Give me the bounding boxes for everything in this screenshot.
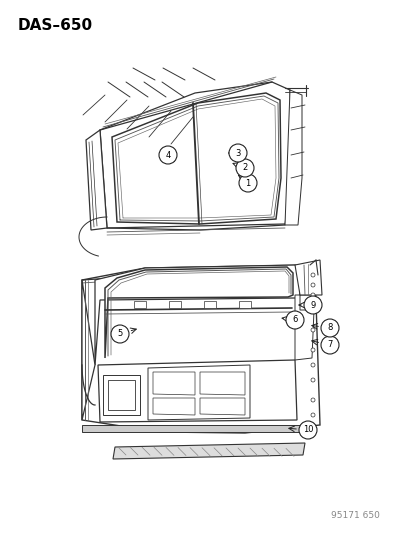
Polygon shape (153, 372, 195, 395)
Polygon shape (82, 280, 95, 420)
Polygon shape (199, 398, 244, 415)
Polygon shape (284, 90, 301, 225)
Polygon shape (82, 265, 319, 433)
Text: 4: 4 (165, 150, 170, 159)
Circle shape (310, 328, 314, 332)
Polygon shape (98, 360, 296, 422)
Text: 2: 2 (242, 164, 247, 173)
Circle shape (310, 413, 314, 417)
Polygon shape (299, 267, 309, 295)
Text: 8: 8 (327, 324, 332, 333)
Text: 1: 1 (245, 179, 250, 188)
Polygon shape (82, 425, 314, 432)
Circle shape (320, 319, 338, 337)
Circle shape (238, 174, 256, 192)
Circle shape (310, 348, 314, 352)
Circle shape (235, 159, 254, 177)
Text: 9: 9 (310, 301, 315, 310)
Circle shape (159, 146, 177, 164)
Bar (238, 301, 250, 308)
Text: 5: 5 (117, 329, 122, 338)
Bar (169, 301, 180, 308)
Polygon shape (113, 443, 304, 459)
Polygon shape (105, 267, 292, 358)
Circle shape (111, 325, 129, 343)
Polygon shape (108, 380, 135, 410)
Polygon shape (86, 130, 107, 230)
Circle shape (285, 311, 303, 329)
Circle shape (310, 308, 314, 312)
Circle shape (310, 293, 314, 297)
Text: 6: 6 (292, 316, 297, 325)
Text: DAS–650: DAS–650 (18, 18, 93, 33)
Polygon shape (95, 265, 299, 365)
Circle shape (310, 283, 314, 287)
Polygon shape (199, 372, 244, 395)
Circle shape (298, 421, 316, 439)
Circle shape (228, 144, 247, 162)
Polygon shape (100, 82, 290, 230)
Bar (134, 301, 146, 308)
Circle shape (303, 296, 321, 314)
Polygon shape (112, 93, 280, 224)
Circle shape (310, 363, 314, 367)
Text: 10: 10 (302, 425, 313, 434)
Text: 3: 3 (235, 149, 240, 157)
Polygon shape (294, 260, 321, 295)
Circle shape (320, 336, 338, 354)
Circle shape (310, 398, 314, 402)
Polygon shape (147, 365, 249, 420)
Polygon shape (153, 398, 195, 415)
Text: 95171 650: 95171 650 (330, 511, 379, 520)
Bar (204, 301, 216, 308)
Circle shape (310, 273, 314, 277)
Circle shape (310, 378, 314, 382)
Polygon shape (294, 295, 313, 360)
Text: 7: 7 (327, 341, 332, 350)
Polygon shape (103, 375, 140, 415)
